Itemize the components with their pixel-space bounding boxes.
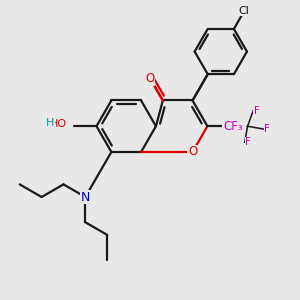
Text: O: O [146,72,155,85]
Text: HO: HO [50,119,67,129]
Text: CF₃: CF₃ [223,120,242,133]
Text: N: N [81,190,90,203]
Text: Cl: Cl [239,6,250,16]
Text: F: F [264,124,270,134]
Text: F: F [254,106,260,116]
Text: H: H [46,118,55,128]
Text: O: O [188,146,197,158]
Text: F: F [245,137,251,147]
